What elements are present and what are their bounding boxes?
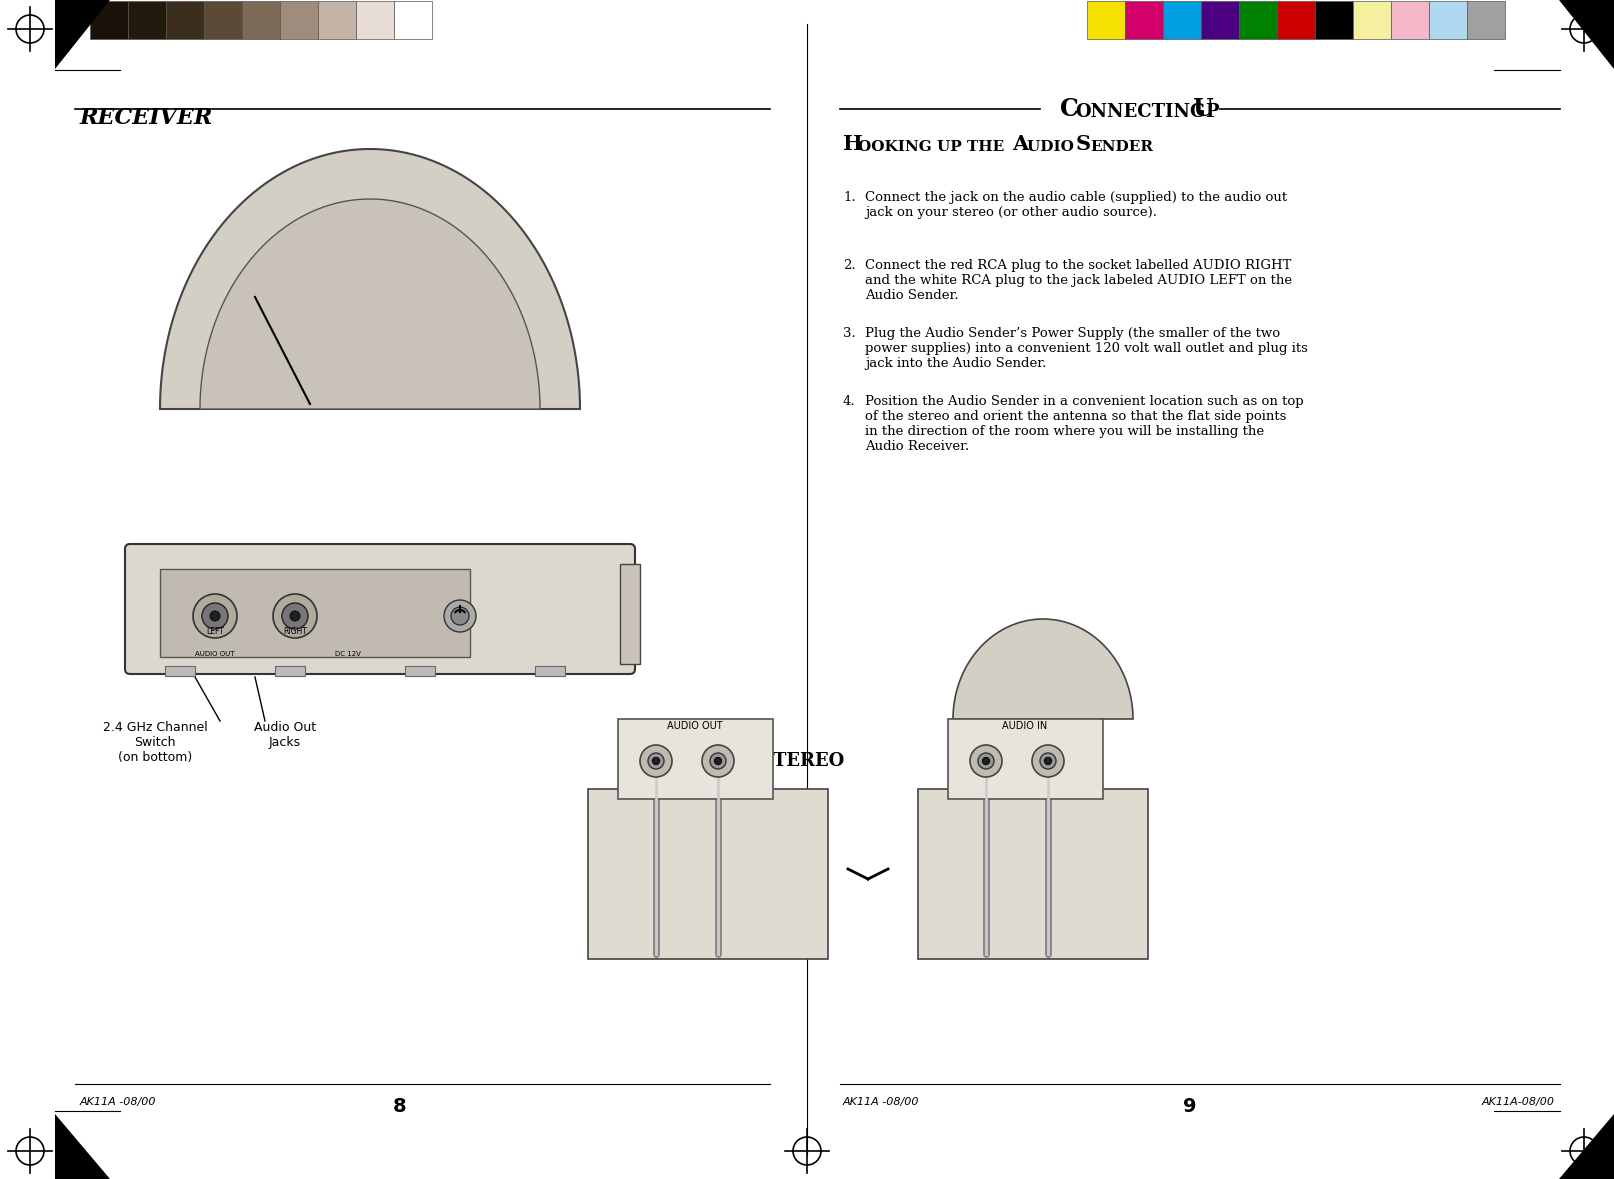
Bar (1086, 1, 1125, 39)
Bar (1277, 1, 1315, 39)
Polygon shape (200, 199, 541, 409)
Text: A: A (1012, 134, 1028, 154)
Bar (203, 1, 242, 39)
Circle shape (647, 753, 663, 769)
Bar (618, 719, 773, 799)
Text: 4.: 4. (843, 395, 855, 408)
Text: AUDIO IN: AUDIO IN (1002, 722, 1047, 731)
Circle shape (652, 757, 660, 764)
Bar (279, 1, 318, 39)
Bar (274, 666, 305, 676)
Bar (620, 564, 641, 664)
Text: AUDIO OUT: AUDIO OUT (195, 651, 234, 657)
Text: OOKING UP THE: OOKING UP THE (859, 140, 1009, 154)
Text: AUDIO OUT: AUDIO OUT (667, 722, 723, 731)
Text: Connect the jack on the audio cable (supplied) to the audio out
jack on your ste: Connect the jack on the audio cable (sup… (865, 191, 1286, 219)
Text: Connect the red RCA plug to the socket labelled AUDIO RIGHT
and the white RCA pl: Connect the red RCA plug to the socket l… (865, 259, 1293, 302)
Bar (165, 666, 195, 676)
Text: 1.: 1. (843, 191, 855, 204)
Text: RECEIVER: RECEIVER (81, 107, 213, 129)
Text: ON-OFF
Switch
(on side): ON-OFF Switch (on side) (546, 579, 600, 623)
Text: 3.: 3. (843, 327, 855, 340)
Bar (1164, 1, 1201, 39)
Polygon shape (1559, 0, 1614, 70)
Circle shape (1044, 757, 1051, 764)
Bar (1125, 1, 1164, 39)
Circle shape (641, 745, 671, 777)
Bar (128, 1, 166, 39)
Circle shape (210, 611, 220, 621)
Polygon shape (1559, 1114, 1614, 1179)
Bar (1391, 1, 1428, 39)
Circle shape (978, 753, 994, 769)
Circle shape (970, 745, 1002, 777)
Bar (160, 569, 470, 657)
Text: AK11A -08/00: AK11A -08/00 (843, 1096, 920, 1107)
Text: ENDER: ENDER (1089, 140, 1152, 154)
Circle shape (202, 602, 228, 630)
Circle shape (710, 753, 726, 769)
Bar (1467, 1, 1504, 39)
Bar (394, 1, 433, 39)
Text: 2.4 GHz
Antenna: 2.4 GHz Antenna (205, 246, 258, 275)
Bar (1201, 1, 1240, 39)
Bar (1315, 1, 1353, 39)
Polygon shape (55, 1114, 110, 1179)
Polygon shape (160, 149, 579, 409)
Bar (947, 719, 1102, 799)
Text: DC 12V: DC 12V (336, 651, 362, 657)
Bar (318, 1, 357, 39)
Bar (242, 1, 279, 39)
Text: Plug the Audio Sender’s Power Supply (the smaller of the two
power supplies) int: Plug the Audio Sender’s Power Supply (th… (865, 327, 1307, 370)
Bar (1353, 1, 1391, 39)
Text: 2.4 GHz Channel
Switch
(on bottom): 2.4 GHz Channel Switch (on bottom) (103, 722, 207, 764)
Circle shape (450, 607, 470, 625)
Circle shape (1039, 753, 1056, 769)
Circle shape (282, 602, 308, 630)
Circle shape (983, 757, 989, 764)
Text: Power Supply
Jack: Power Supply Jack (546, 610, 629, 638)
Text: UDIO: UDIO (1027, 140, 1080, 154)
Text: LEFT: LEFT (207, 627, 224, 635)
Text: 8: 8 (394, 1096, 407, 1117)
Polygon shape (952, 619, 1133, 719)
Text: P: P (1206, 103, 1219, 121)
Text: RIGHT: RIGHT (282, 627, 307, 635)
Text: STEREO: STEREO (760, 752, 846, 770)
Circle shape (715, 757, 721, 764)
Bar (166, 1, 203, 39)
Bar (918, 789, 1148, 959)
Circle shape (291, 611, 300, 621)
Text: AK11A-08/00: AK11A-08/00 (1482, 1096, 1554, 1107)
Circle shape (444, 600, 476, 632)
Text: S: S (1077, 134, 1091, 154)
Bar (405, 666, 436, 676)
Circle shape (194, 594, 237, 638)
Text: 9: 9 (1183, 1096, 1196, 1117)
Bar (587, 789, 828, 959)
Bar (357, 1, 394, 39)
Text: C: C (1060, 97, 1078, 121)
Polygon shape (55, 0, 110, 70)
Text: Position the Audio Sender in a convenient location such as on top
of the stereo : Position the Audio Sender in a convenien… (865, 395, 1304, 453)
Text: Audio Out
Jacks: Audio Out Jacks (253, 722, 316, 749)
Text: H: H (843, 134, 863, 154)
Bar (534, 666, 565, 676)
FancyBboxPatch shape (124, 544, 634, 674)
Circle shape (1031, 745, 1064, 777)
Circle shape (702, 745, 734, 777)
Circle shape (273, 594, 316, 638)
Bar (1240, 1, 1277, 39)
Text: ONNECTING: ONNECTING (1075, 103, 1206, 121)
Bar (1428, 1, 1467, 39)
Bar (90, 1, 128, 39)
Text: 2.: 2. (843, 259, 855, 272)
Text: AK11A -08/00: AK11A -08/00 (81, 1096, 157, 1107)
Text: U: U (1185, 97, 1214, 121)
